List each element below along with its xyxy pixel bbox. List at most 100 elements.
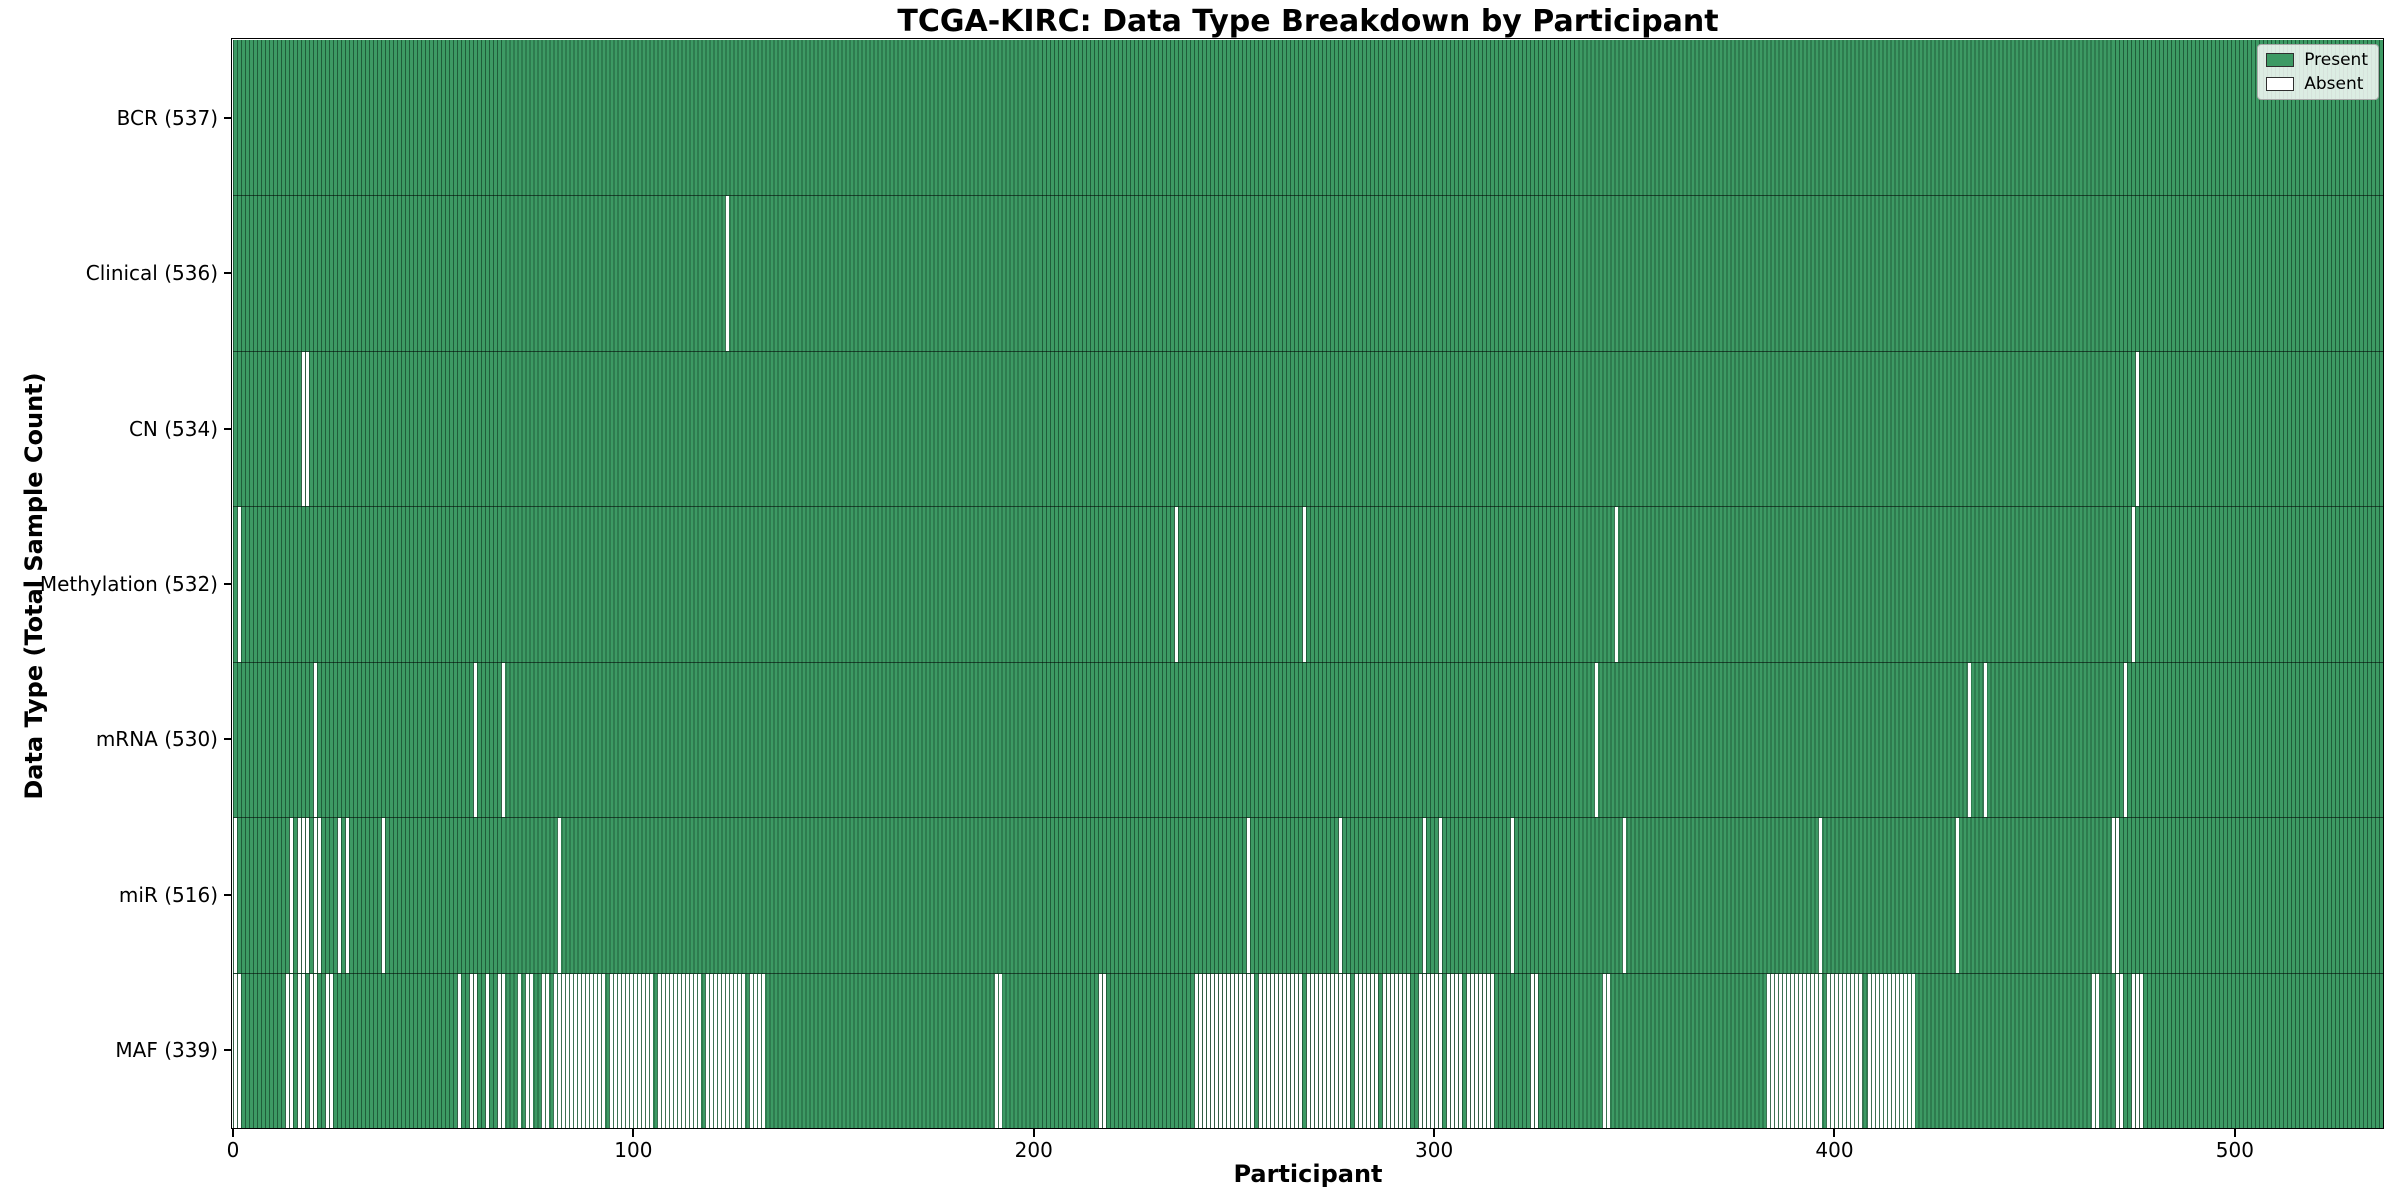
absent-segment [457,973,462,1128]
absent-segment [993,973,1002,1128]
absent-segment [1954,818,1959,973]
x-tick-mark [632,1129,635,1137]
y-tick-mark [224,427,232,430]
y-tick-label-CN: CN (534) [128,416,218,441]
absent-segment [1301,507,1306,662]
absent-segment [237,507,241,662]
absent-segment [1982,662,1987,818]
plot-area [233,40,2383,1128]
absent-segment [233,973,241,1128]
absent-segment [301,351,310,507]
absent-segment [337,818,342,973]
absent-segment [1173,507,1178,662]
y-tick-mark [224,583,232,585]
absent-segment [2090,973,2099,1128]
absent-segment [517,973,522,1128]
absent-segment [1418,973,1443,1128]
absent-segment [1826,973,1863,1128]
x-tick-mark [2233,1129,2236,1137]
absent-segment [609,973,654,1128]
absent-segment [325,973,334,1128]
absent-segment [1614,507,1619,662]
absent-segment [2110,818,2119,973]
row-CN [233,350,2383,507]
row-Clinical [233,195,2383,351]
absent-segment [381,818,386,973]
absent-segment [553,973,606,1128]
legend: Present Absent [2257,44,2379,100]
absent-segment [1530,973,1539,1128]
absent-segment [2114,973,2123,1128]
x-tick-label-300: 300 [1415,1138,1454,1162]
x-tick-mark [1833,1129,1836,1137]
y-tick-mark [224,116,232,119]
absent-segment [749,973,766,1128]
absent-segment [309,973,318,1128]
absent-segment [2134,351,2139,507]
absent-segment [1602,973,1611,1128]
absent-segment [1766,973,1823,1128]
absent-segment [525,973,534,1128]
absent-segment [289,818,294,973]
absent-segment [1510,818,1515,973]
y-tick-label-BCR: BCR (537) [116,105,218,130]
absent-segment [705,973,746,1128]
x-tick-label-0: 0 [226,1138,240,1162]
y-tick-label-MAF: MAF (339) [115,1038,218,1063]
x-tick-mark [1433,1129,1436,1137]
absent-segment [1466,973,1495,1128]
absent-segment [1422,818,1427,973]
x-tick-label-200: 200 [1014,1138,1053,1162]
absent-segment [1622,818,1627,973]
absent-segment [1438,818,1443,973]
absent-segment [313,662,318,818]
row-miR [233,817,2383,973]
legend-item-present: Present [2266,51,2368,69]
absent-segment [541,973,550,1128]
absent-segment [1354,973,1379,1128]
y-tick-mark [224,738,232,741]
y-tick-mark [224,1049,232,1052]
absent-segment [2122,662,2127,818]
absent-segment [1818,818,1823,973]
row-MAF [233,972,2383,1128]
x-tick-mark [1032,1129,1035,1137]
absent-segment [1338,818,1343,973]
absent-segment [469,973,478,1128]
row-mRNA [233,661,2383,818]
absent-swatch [2266,77,2295,91]
legend-item-absent: Absent [2266,75,2368,93]
x-tick-mark [232,1129,234,1137]
absent-segment [657,973,702,1128]
y-tick-label-Methylation: Methylation (532) [39,572,218,596]
absent-segment [1305,973,1351,1128]
absent-segment [485,973,490,1128]
absent-segment [2130,507,2135,662]
row-Methylation [233,506,2383,662]
absent-segment [297,973,306,1128]
absent-segment [473,662,478,818]
row-BCR [233,40,2383,196]
x-axis-label: Participant [1233,1160,1383,1188]
present-swatch [2266,53,2295,67]
absent-segment [557,818,562,973]
absent-segment [1097,973,1106,1128]
absent-segment [345,818,350,973]
absent-segment [1594,662,1599,818]
x-tick-label-400: 400 [1815,1138,1854,1162]
absent-segment [501,662,506,818]
y-tick-label-Clinical: Clinical (536) [85,261,218,286]
absent-segment [1245,818,1250,973]
absent-segment [285,973,294,1128]
absent-segment [297,818,310,973]
y-tick-label-mRNA: mRNA (530) [95,727,218,752]
absent-segment [1382,973,1411,1128]
y-tick-mark [224,893,232,896]
absent-segment [1866,973,1915,1128]
absent-segment [313,818,322,973]
absent-segment [1257,973,1302,1128]
legend-label-absent: Absent [2304,74,2364,94]
x-tick-label-500: 500 [2215,1138,2254,1162]
absent-segment [497,973,506,1128]
